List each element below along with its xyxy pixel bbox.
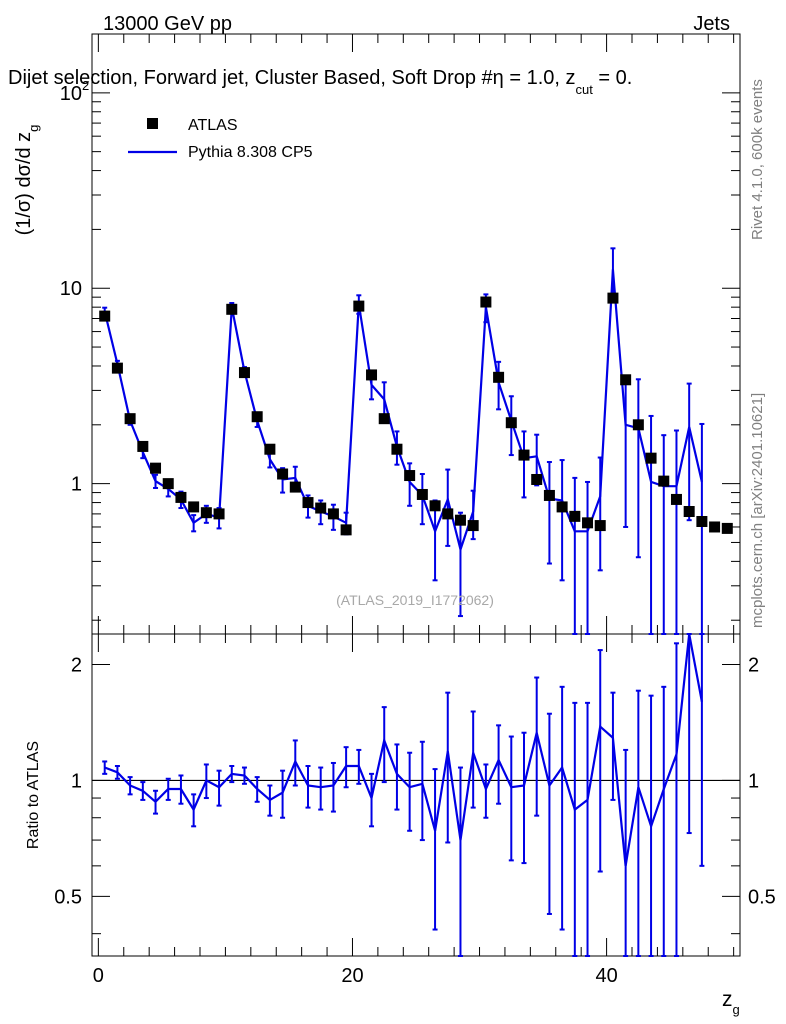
atlas-data-point — [556, 501, 568, 513]
atlas-data-point — [404, 470, 416, 482]
atlas-data-point — [111, 362, 123, 374]
atlas-data-point — [175, 491, 187, 503]
x-tick-label: 40 — [595, 965, 617, 987]
atlas-data-point — [670, 493, 682, 505]
plot-title: Dijet selection, Forward jet, Cluster Ba… — [8, 67, 632, 97]
ratio-line — [104, 633, 703, 867]
header-left: 13000 GeV pp — [103, 13, 232, 35]
atlas-data-point — [416, 488, 428, 500]
atlas-data-point — [99, 310, 111, 322]
atlas-data-point — [302, 497, 314, 509]
atlas-data-point — [251, 411, 263, 423]
ratio-y-tick-label-right: 2 — [748, 654, 759, 676]
atlas-data-point — [454, 514, 466, 526]
atlas-data-point — [200, 507, 212, 519]
atlas-data-point — [327, 508, 339, 520]
atlas-data-point — [264, 443, 276, 455]
atlas-data-point — [150, 462, 162, 474]
atlas-data-point — [137, 440, 149, 452]
main-plot — [99, 247, 733, 635]
atlas-data-point — [620, 374, 632, 386]
atlas-data-point — [366, 369, 378, 381]
x-axis-label: zg — [722, 988, 740, 1017]
atlas-data-point — [696, 516, 708, 528]
legend-mc-label: Pythia 8.308 CP5 — [188, 144, 313, 161]
atlas-data-point — [353, 300, 365, 312]
atlas-data-point — [391, 443, 403, 455]
rivet-info: Rivet 4.1.0, 600k events — [749, 79, 766, 240]
ratio-y-tick-label-right: 0.5 — [748, 886, 776, 908]
atlas-data-point — [709, 521, 721, 533]
atlas-data-point — [188, 501, 200, 513]
ratio-y-tick-label: 2 — [71, 654, 82, 676]
atlas-data-point — [124, 413, 136, 425]
main-y-tick-label: 10 — [60, 83, 82, 105]
atlas-data-point — [632, 419, 644, 431]
atlas-data-point — [607, 292, 619, 304]
mcplots-info: mcplots.cern.ch [arXiv:2401.10621] — [749, 393, 766, 628]
atlas-data-point — [277, 468, 289, 480]
atlas-data-point — [721, 522, 733, 534]
ratio-y-tick-label: 0.5 — [54, 886, 82, 908]
ratio-y-tick-label-right: 1 — [748, 770, 759, 792]
atlas-data-point — [340, 524, 352, 536]
main-y-axis-label: (1/σ) dσ/d zg — [13, 125, 41, 236]
atlas-data-point — [378, 413, 390, 425]
atlas-data-point — [531, 473, 543, 485]
header-right: Jets — [693, 13, 730, 35]
atlas-data-point — [467, 520, 479, 532]
main-y-tick-exponent: 2 — [82, 78, 89, 93]
x-tick-label: 20 — [341, 965, 363, 987]
atlas-data-point — [658, 475, 670, 487]
ratio-plot-frame — [91, 633, 741, 957]
atlas-data-point — [238, 367, 250, 379]
main-y-tick-label: 1 — [71, 474, 82, 496]
atlas-data-point — [683, 506, 695, 518]
atlas-data-point — [226, 303, 238, 315]
analysis-watermark: (ATLAS_2019_I1772062) — [336, 592, 494, 608]
atlas-data-point — [315, 502, 327, 514]
ratio-y-tick-label: 1 — [71, 770, 82, 792]
ratio-plot — [92, 633, 740, 957]
atlas-data-point — [493, 371, 505, 383]
atlas-data-point — [582, 517, 594, 529]
legend-atlas-marker — [147, 118, 158, 129]
ratio-y-axis-label: Ratio to ATLAS — [25, 741, 42, 849]
atlas-data-point — [162, 478, 174, 490]
atlas-data-point — [543, 489, 555, 501]
atlas-data-point — [289, 481, 301, 493]
atlas-data-point — [505, 417, 517, 429]
x-tick-label: 0 — [93, 965, 104, 987]
atlas-data-point — [645, 452, 657, 464]
atlas-data-point — [442, 508, 454, 520]
legend-atlas-label: ATLAS — [188, 117, 238, 134]
atlas-data-point — [213, 508, 225, 520]
atlas-data-point — [480, 296, 492, 308]
atlas-data-point — [594, 520, 606, 532]
main-y-tick-label: 10 — [60, 278, 82, 300]
atlas-data-point — [569, 510, 581, 522]
atlas-data-point — [429, 500, 441, 512]
atlas-data-point — [518, 449, 530, 461]
